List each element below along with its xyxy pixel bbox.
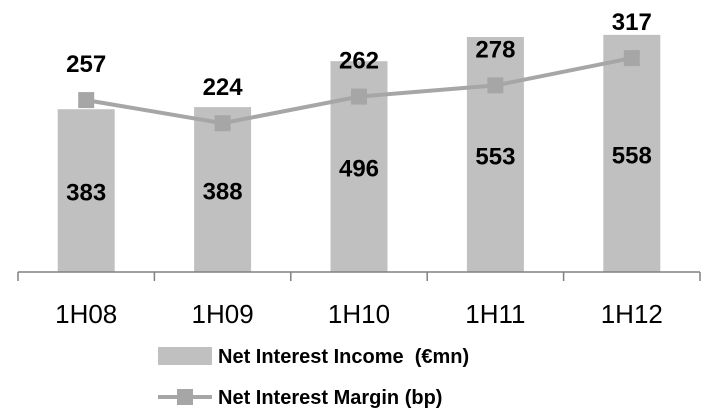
line-marker-1H11 <box>487 77 504 94</box>
line-value-label-1H10: 262 <box>339 48 379 75</box>
line-marker-1H12 <box>623 50 640 67</box>
bar-1H09 <box>194 107 252 272</box>
x-tick-label-1H11: 1H11 <box>465 299 525 329</box>
bar-labels-group: 383 388 496 553 558 <box>66 142 652 206</box>
bar-value-label-1H11: 553 <box>475 143 515 170</box>
line-value-label-1H11: 278 <box>475 36 515 63</box>
bar-1H11 <box>466 36 524 272</box>
line-value-label-1H12: 317 <box>612 9 652 36</box>
bar-value-label-1H10: 496 <box>339 156 379 183</box>
line-value-label-1H09: 224 <box>203 74 244 101</box>
line-labels-group: 257 224 262 278 317 <box>66 9 652 101</box>
line-marker-1H08 <box>78 92 95 109</box>
bar-value-label-1H09: 388 <box>203 179 243 206</box>
x-tick-label-1H10: 1H10 <box>328 299 390 329</box>
line-marker-1H09 <box>214 115 231 132</box>
x-tick-label-1H08: 1H08 <box>55 299 117 329</box>
x-tick-label-1H09: 1H09 <box>192 299 254 329</box>
x-tick-labels-group: 1H08 1H09 1H10 1H11 1H12 <box>55 299 663 329</box>
legend-label-net-interest-margin: Net Interest Margin (bp) <box>218 387 442 409</box>
bar-value-label-1H08: 383 <box>66 180 106 207</box>
line-marker-1H10 <box>351 88 367 105</box>
bars-group <box>57 34 661 273</box>
bar-value-label-1H12: 558 <box>612 142 652 169</box>
line-series-group <box>78 50 640 132</box>
bar-1H12 <box>603 34 661 272</box>
x-axis <box>17 271 701 281</box>
bar-1H08 <box>57 109 115 272</box>
legend: Net Interest Income (€mn) Net Interest M… <box>158 346 469 409</box>
x-tick-label-1H12: 1H12 <box>601 299 663 329</box>
legend-swatch-net-interest-income <box>158 347 212 365</box>
line-value-label-1H08: 257 <box>66 51 106 78</box>
legend-label-net-interest-income: Net Interest Income (€mn) <box>218 346 469 368</box>
legend-marker-net-interest-margin <box>177 389 193 405</box>
